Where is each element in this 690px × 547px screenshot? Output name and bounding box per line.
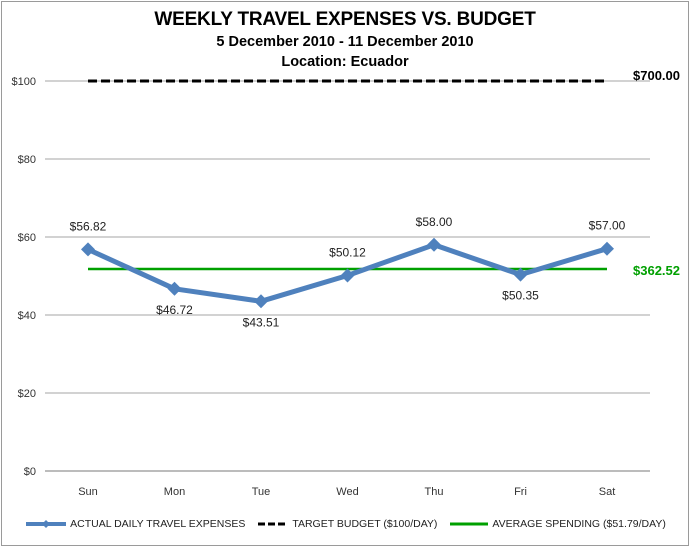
data-point-diamond-icon (427, 237, 441, 252)
data-label: $50.35 (502, 289, 539, 303)
target-total-label: $700.00 (633, 68, 680, 83)
legend-item-target: TARGET BUDGET ($100/DAY) (256, 518, 437, 530)
legend-average-swatch-icon (450, 522, 489, 526)
x-tick-label: Thu (425, 486, 444, 498)
legend-label-average: AVERAGE SPENDING ($51.79/DAY) (492, 518, 666, 530)
chart-title: WEEKLY TRAVEL EXPENSES VS. BUDGET (154, 9, 536, 30)
y-tick-label: $60 (18, 232, 36, 244)
x-tick-label: Tue (252, 486, 271, 498)
data-point-diamond-icon (167, 281, 182, 296)
legend-actual-swatch-icon (26, 520, 67, 528)
chart-subtitle: 5 December 2010 - 11 December 2010 (216, 34, 474, 50)
legend-item-average: AVERAGE SPENDING ($51.79/DAY) (448, 518, 666, 530)
x-tick-label: Mon (164, 486, 185, 498)
y-tick-label: $40 (18, 310, 36, 322)
legend: ACTUAL DAILY TRAVEL EXPENSES TARGET BUDG… (0, 518, 690, 532)
y-tick-label: $100 (12, 76, 36, 88)
data-point-diamond-icon (254, 294, 268, 309)
data-label: $57.00 (589, 219, 626, 233)
average-total-label: $362.52 (633, 263, 680, 278)
data-label: $58.00 (416, 215, 453, 229)
legend-label-actual: ACTUAL DAILY TRAVEL EXPENSES (70, 518, 246, 530)
y-tick-label: $0 (24, 466, 36, 478)
data-label: $46.72 (156, 303, 193, 317)
data-point-diamond-icon (81, 242, 95, 257)
legend-label-target: TARGET BUDGET ($100/DAY) (292, 518, 438, 530)
legend-target-swatch-icon (258, 522, 289, 526)
data-point-diamond-icon (340, 268, 355, 283)
data-label: $43.51 (243, 315, 280, 329)
x-tick-label: Sun (78, 486, 98, 498)
data-point-diamond-icon (600, 241, 614, 256)
data-point-diamond-icon (513, 267, 528, 282)
x-tick-label: Sat (599, 486, 616, 498)
chart-title-block: WEEKLY TRAVEL EXPENSES VS. BUDGET 5 Dece… (0, 8, 690, 72)
x-tick-label: Fri (514, 486, 527, 498)
y-tick-label: $80 (18, 154, 36, 166)
legend-item-actual: ACTUAL DAILY TRAVEL EXPENSES (24, 518, 245, 530)
x-tick-label: Wed (336, 486, 358, 498)
chart-location: Location: Ecuador (281, 54, 409, 70)
data-label: $56.82 (70, 219, 107, 233)
data-label: $50.12 (329, 246, 366, 260)
y-tick-label: $20 (18, 388, 36, 400)
